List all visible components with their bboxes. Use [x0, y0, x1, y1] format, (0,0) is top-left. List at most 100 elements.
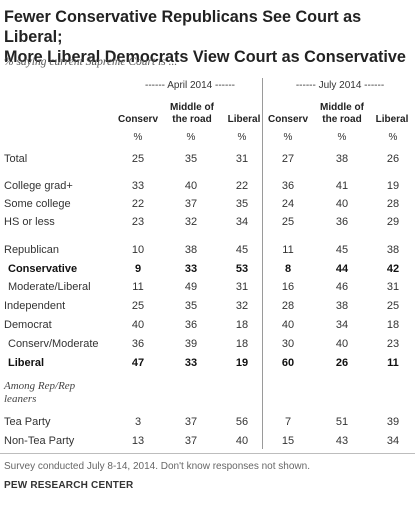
- cell-july-conserv: 25: [281, 216, 295, 228]
- cell-july-conserv: 36: [281, 180, 295, 192]
- cell-april-middle: 37: [184, 416, 198, 428]
- cell-july-liberal: 25: [386, 300, 400, 312]
- cell-july-middle: 34: [335, 319, 349, 331]
- cell-july-liberal: 39: [386, 416, 400, 428]
- table-row-independent: Independent 25 35 32 28 38 25: [0, 300, 415, 316]
- cell-april-liberal: 53: [235, 263, 249, 275]
- table-row-dem-liberal: Liberal 47 33 19 60 26 11: [0, 357, 415, 373]
- cell-april-liberal: 35: [235, 198, 249, 210]
- cell-april-middle: 32: [184, 216, 198, 228]
- bottom-divider: [0, 453, 415, 454]
- section-heading-rep-leaners: Among Rep/Rep leaners: [4, 380, 75, 406]
- cell-april-conserv: 47: [131, 357, 145, 369]
- cell-july-liberal: 26: [386, 153, 400, 165]
- cell-april-liberal: 22: [235, 180, 249, 192]
- cell-april-middle: 37: [184, 435, 198, 447]
- cell-april-middle: 40: [184, 180, 198, 192]
- cell-july-conserv: 8: [284, 263, 292, 275]
- cell-april-liberal: 40: [235, 435, 249, 447]
- cell-april-liberal: 31: [235, 153, 249, 165]
- cell-july-middle: 26: [335, 357, 349, 369]
- col-header-april-middle: Middle of the road: [162, 102, 222, 126]
- row-label: Independent: [4, 300, 66, 312]
- cell-july-middle: 36: [335, 216, 349, 228]
- table-row-total: Total 25 35 31 27 38 26: [0, 153, 415, 169]
- cell-july-conserv: 7: [284, 416, 292, 428]
- cell-april-middle: 35: [184, 153, 198, 165]
- cell-july-middle: 44: [335, 263, 349, 275]
- cell-april-middle: 37: [184, 198, 198, 210]
- cell-april-conserv: 22: [131, 198, 145, 210]
- cell-july-liberal: 42: [386, 263, 400, 275]
- cell-july-liberal: 38: [386, 244, 400, 256]
- cell-april-liberal: 18: [235, 338, 249, 350]
- pct-sign: %: [388, 132, 398, 143]
- cell-july-conserv: 15: [281, 435, 295, 447]
- cell-april-middle: 33: [184, 357, 198, 369]
- cell-april-conserv: 11: [132, 281, 144, 293]
- cell-july-middle: 46: [335, 281, 349, 293]
- cell-july-middle: 40: [335, 338, 349, 350]
- table-row-some-college: Some college 22 37 35 24 40 28: [0, 198, 415, 214]
- cell-april-conserv: 25: [131, 153, 145, 165]
- cell-july-middle: 51: [335, 416, 349, 428]
- cell-july-liberal: 29: [386, 216, 400, 228]
- group-header-april: ------ April 2014 ------: [145, 80, 235, 91]
- cell-july-liberal: 23: [386, 338, 400, 350]
- row-label: Liberal: [8, 357, 45, 369]
- cell-april-middle: 35: [184, 300, 198, 312]
- cell-april-conserv: 36: [131, 338, 145, 350]
- cell-april-conserv: 10: [131, 244, 145, 256]
- cell-april-liberal: 19: [235, 357, 249, 369]
- title-line-1: Fewer Conservative Republicans See Court…: [4, 8, 362, 46]
- title-line-2: More Liberal Democrats View Court as Con…: [4, 48, 406, 66]
- cell-april-conserv: 13: [131, 435, 145, 447]
- pct-sign: %: [283, 132, 293, 143]
- table-row-republican: Republican 10 38 45 11 45 38: [0, 244, 415, 260]
- cell-april-conserv: 23: [131, 216, 145, 228]
- row-label: College grad+: [4, 180, 73, 192]
- table-row-hs-or-less: HS or less 23 32 34 25 36 29: [0, 216, 415, 232]
- cell-july-middle: 43: [335, 435, 349, 447]
- row-label: Conserv/Moderate: [8, 338, 99, 350]
- table-row-tea-party: Tea Party 3 37 56 7 51 39: [0, 416, 415, 432]
- cell-april-liberal: 34: [235, 216, 249, 228]
- row-label: HS or less: [4, 216, 55, 228]
- cell-july-liberal: 18: [386, 319, 400, 331]
- source-label: PEW RESEARCH CENTER: [4, 480, 134, 491]
- pct-sign: %: [337, 132, 347, 143]
- cell-july-middle: 41: [335, 180, 349, 192]
- row-label: Some college: [4, 198, 71, 210]
- cell-april-conserv: 3: [134, 416, 142, 428]
- row-label: Tea Party: [4, 416, 51, 428]
- cell-april-conserv: 9: [134, 263, 142, 275]
- cell-july-liberal: 28: [386, 198, 400, 210]
- cell-april-middle: 38: [184, 244, 198, 256]
- cell-april-liberal: 56: [235, 416, 249, 428]
- row-label: Non-Tea Party: [4, 435, 75, 447]
- table-row-rep-conservative: Conservative 9 33 53 8 44 42: [0, 263, 415, 279]
- column-divider: [262, 78, 263, 449]
- pct-sign: %: [237, 132, 247, 143]
- cell-july-middle: 38: [335, 300, 349, 312]
- cell-july-conserv: 27: [281, 153, 295, 165]
- cell-july-conserv: 40: [281, 319, 295, 331]
- cell-july-liberal: 31: [386, 281, 400, 293]
- row-label: Conservative: [8, 263, 78, 275]
- col-header-july-conserv: Conserv: [267, 114, 308, 125]
- cell-july-conserv: 24: [281, 198, 295, 210]
- cell-july-middle: 40: [335, 198, 349, 210]
- cell-july-conserv: 16: [281, 281, 295, 293]
- cell-april-middle: 36: [184, 319, 198, 331]
- subtitle: % saying current Supreme Court is ...: [4, 56, 178, 68]
- pct-sign: %: [133, 132, 143, 143]
- cell-april-liberal: 31: [235, 281, 249, 293]
- col-header-april-liberal: Liberal: [227, 114, 261, 125]
- pct-sign: %: [186, 132, 196, 143]
- section-heading-line1: Among Rep/Rep: [4, 380, 76, 392]
- cell-april-conserv: 33: [131, 180, 145, 192]
- cell-april-liberal: 32: [235, 300, 249, 312]
- cell-july-conserv: 28: [281, 300, 295, 312]
- col-header-april-middle-line1: Middle of: [170, 102, 214, 113]
- table-row-rep-moderate-liberal: Moderate/Liberal 11 49 31 16 46 31: [0, 281, 415, 297]
